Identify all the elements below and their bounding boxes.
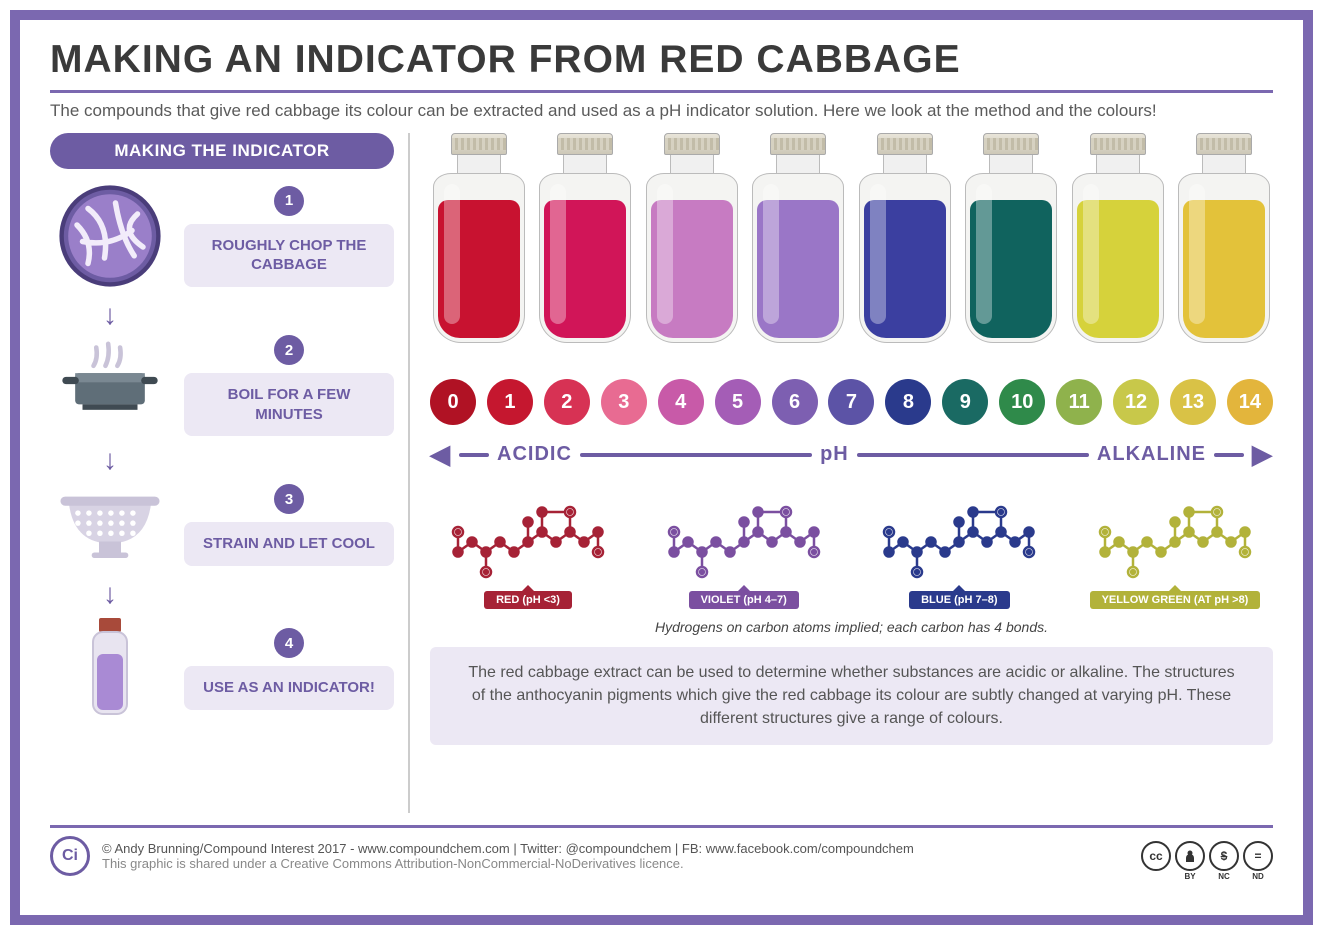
step-label: ROUGHLY CHOP THE CABBAGE: [184, 224, 394, 287]
ph-value-dot: 7: [828, 379, 874, 425]
step-row: 2 BOIL FOR A FEW MINUTES: [50, 335, 394, 436]
step-number: 3: [274, 484, 304, 514]
alkaline-label: ALKALINE: [1097, 443, 1206, 466]
molecule-label: RED (pH <3): [484, 591, 572, 609]
cc-nd-icon: =ND: [1243, 841, 1273, 871]
ph-value-dot: 3: [601, 379, 647, 425]
instructions-header: MAKING THE INDICATOR: [50, 133, 394, 169]
molecule-label: YELLOW GREEN (AT pH >8): [1090, 591, 1261, 609]
results-panel: 01234567891011121314 ◀ ACIDIC pH ALKALIN…: [422, 133, 1273, 813]
step-number: 2: [274, 335, 304, 365]
molecule-diagram: VIOLET (pH 4–7): [646, 482, 842, 609]
ph-value-dot: 14: [1227, 379, 1273, 425]
step-label: STRAIN AND LET COOL: [184, 522, 394, 566]
indicator-bottle: [1175, 133, 1273, 361]
infographic-frame: MAKING AN INDICATOR FROM RED CABBAGE The…: [10, 10, 1313, 925]
credit-line: © Andy Brunning/Compound Interest 2017 -…: [102, 841, 914, 856]
arrow-down-icon: ↓: [103, 578, 117, 610]
step-icon: [50, 480, 170, 570]
molecule-diagram: YELLOW GREEN (AT pH >8): [1077, 482, 1273, 609]
ph-scale-row: 01234567891011121314: [430, 379, 1273, 425]
ph-value-dot: 1: [487, 379, 533, 425]
step-row: 4 USE AS AN INDICATOR!: [50, 614, 394, 724]
ph-value-dot: 2: [544, 379, 590, 425]
step-icon: [50, 614, 170, 724]
licence-line: This graphic is shared under a Creative …: [102, 856, 914, 871]
indicator-bottle: [1069, 133, 1167, 361]
step-row: 1 ROUGHLY CHOP THE CABBAGE: [50, 181, 394, 291]
arrow-down-icon: ↓: [103, 444, 117, 476]
ph-value-dot: 9: [942, 379, 988, 425]
step-icon: [50, 181, 170, 291]
explanation-box: The red cabbage extract can be used to d…: [430, 647, 1273, 745]
molecule-label: BLUE (pH 7–8): [909, 591, 1009, 609]
ph-value-dot: 5: [715, 379, 761, 425]
ph-value-dot: 8: [885, 379, 931, 425]
ph-value-dot: 11: [1056, 379, 1102, 425]
cc-icons: ccBY$NC=ND: [1141, 841, 1273, 871]
acidic-label: ACIDIC: [497, 443, 572, 466]
ph-value-dot: 4: [658, 379, 704, 425]
step-icon: [50, 336, 170, 436]
indicator-bottle: [962, 133, 1060, 361]
ph-value-dot: 0: [430, 379, 476, 425]
molecule-label: VIOLET (pH 4–7): [689, 591, 799, 609]
instructions-panel: MAKING THE INDICATOR 1 ROUGHLY CHOP THE …: [50, 133, 410, 813]
bottle-row: [430, 133, 1273, 361]
step-label: BOIL FOR A FEW MINUTES: [184, 373, 394, 436]
cc-cc-icon: cc: [1141, 841, 1171, 871]
molecule-diagram: RED (pH <3): [430, 482, 626, 609]
indicator-bottle: [749, 133, 847, 361]
molecule-diagram: BLUE (pH 7–8): [861, 482, 1057, 609]
footer: Ci © Andy Brunning/Compound Interest 201…: [50, 825, 1273, 876]
cc-nc-icon: $NC: [1209, 841, 1239, 871]
ph-scale-labels: ◀ ACIDIC pH ALKALINE ▶: [430, 439, 1273, 470]
step-number: 1: [274, 186, 304, 216]
arrow-down-icon: ↓: [103, 299, 117, 331]
step-number: 4: [274, 628, 304, 658]
step-row: 3 STRAIN AND LET COOL: [50, 480, 394, 570]
indicator-bottle: [643, 133, 741, 361]
indicator-bottle: [536, 133, 634, 361]
ph-value-dot: 10: [999, 379, 1045, 425]
ph-value-dot: 6: [772, 379, 818, 425]
ci-logo-icon: Ci: [50, 836, 90, 876]
footer-text: © Andy Brunning/Compound Interest 2017 -…: [102, 841, 914, 871]
cc-by-icon: BY: [1175, 841, 1205, 871]
ph-value-dot: 13: [1170, 379, 1216, 425]
main-content: MAKING THE INDICATOR 1 ROUGHLY CHOP THE …: [50, 133, 1273, 813]
ph-label: pH: [820, 443, 849, 466]
step-label: USE AS AN INDICATOR!: [184, 666, 394, 710]
indicator-bottle: [856, 133, 954, 361]
subtitle: The compounds that give red cabbage its …: [50, 101, 1273, 121]
indicator-bottle: [430, 133, 528, 361]
molecule-footnote: Hydrogens on carbon atoms implied; each …: [430, 619, 1273, 635]
main-title: MAKING AN INDICATOR FROM RED CABBAGE: [50, 38, 1273, 93]
ph-value-dot: 12: [1113, 379, 1159, 425]
molecule-row: RED (pH <3) VIOLET (pH 4–7) BLUE (pH 7–8…: [430, 482, 1273, 609]
